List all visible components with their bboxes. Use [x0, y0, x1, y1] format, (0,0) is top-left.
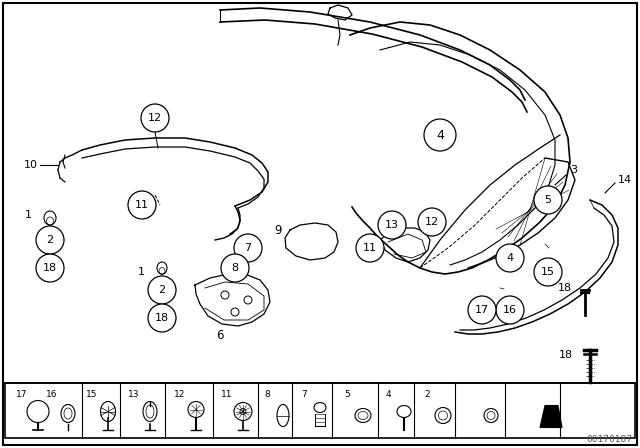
Bar — [5, 383, 635, 438]
Text: 4: 4 — [436, 129, 444, 142]
Circle shape — [534, 186, 562, 214]
Circle shape — [496, 244, 524, 272]
Circle shape — [418, 208, 446, 236]
Circle shape — [36, 254, 64, 282]
Text: 9: 9 — [275, 224, 282, 237]
Circle shape — [534, 258, 562, 286]
Circle shape — [148, 304, 176, 332]
Text: 16: 16 — [46, 390, 58, 399]
Text: 18: 18 — [558, 283, 572, 293]
Text: 2: 2 — [424, 390, 430, 399]
Text: 1: 1 — [138, 267, 145, 277]
Text: 10: 10 — [24, 160, 38, 170]
Text: 18: 18 — [43, 263, 57, 273]
Text: 12: 12 — [148, 113, 162, 123]
Text: 00170187: 00170187 — [586, 435, 632, 444]
Text: 15: 15 — [541, 267, 555, 277]
Text: 17: 17 — [475, 305, 489, 315]
Circle shape — [141, 104, 169, 132]
Text: 4: 4 — [506, 253, 513, 263]
Text: 2: 2 — [47, 235, 54, 245]
Text: 18: 18 — [559, 350, 573, 360]
Text: 5: 5 — [344, 390, 350, 399]
Text: 13: 13 — [385, 220, 399, 230]
Circle shape — [378, 211, 406, 239]
Text: 4: 4 — [385, 390, 391, 399]
Text: 13: 13 — [128, 390, 140, 399]
Circle shape — [496, 296, 524, 324]
Text: 7: 7 — [301, 390, 307, 399]
Circle shape — [128, 191, 156, 219]
Text: 8: 8 — [264, 390, 270, 399]
Text: 5: 5 — [545, 195, 552, 205]
Circle shape — [36, 226, 64, 254]
Text: 12: 12 — [425, 217, 439, 227]
Text: 11: 11 — [221, 390, 233, 399]
Text: 15: 15 — [86, 390, 98, 399]
Text: 16: 16 — [503, 305, 517, 315]
Text: 3: 3 — [570, 165, 577, 175]
Circle shape — [424, 119, 456, 151]
Text: 8: 8 — [232, 263, 239, 273]
Circle shape — [356, 234, 384, 262]
Circle shape — [234, 234, 262, 262]
Circle shape — [468, 296, 496, 324]
Text: 14: 14 — [618, 175, 632, 185]
Text: 2: 2 — [159, 285, 166, 295]
Text: 11: 11 — [135, 200, 149, 210]
Text: 1: 1 — [25, 210, 32, 220]
Text: 17: 17 — [16, 390, 28, 399]
Circle shape — [148, 276, 176, 304]
Text: 12: 12 — [174, 390, 186, 399]
Polygon shape — [540, 405, 562, 427]
Text: 7: 7 — [244, 243, 252, 253]
Text: 18: 18 — [155, 313, 169, 323]
Text: 6: 6 — [216, 328, 224, 341]
Circle shape — [221, 254, 249, 282]
Text: 11: 11 — [363, 243, 377, 253]
